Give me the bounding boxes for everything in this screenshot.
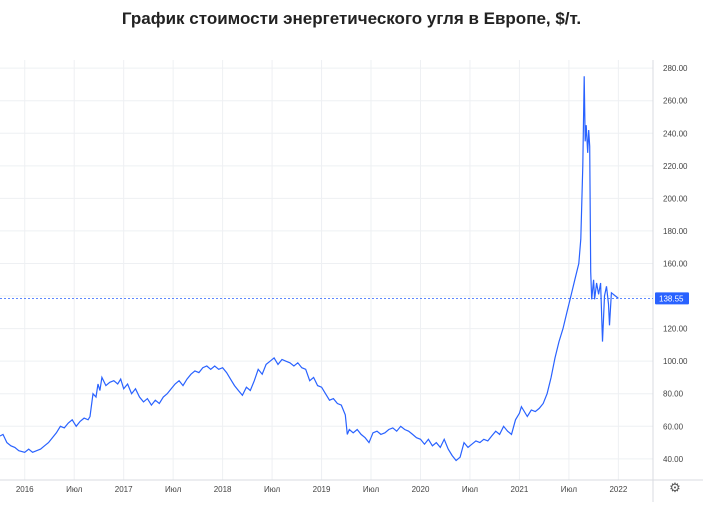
y-tick-label: 120.00 [663, 325, 688, 334]
x-tick-label: Июл [66, 485, 83, 494]
x-tick-label: Июл [561, 485, 578, 494]
y-tick-label: 280.00 [663, 64, 688, 73]
y-tick-label: 240.00 [663, 129, 688, 138]
y-tick-label: 160.00 [663, 259, 688, 268]
y-tick-label: 220.00 [663, 162, 688, 171]
y-tick-label: 100.00 [663, 357, 688, 366]
x-tick-label: 2017 [115, 485, 133, 494]
x-tick-label: 2022 [609, 485, 627, 494]
x-tick-label: Июл [264, 485, 281, 494]
y-tick-label: 60.00 [663, 422, 684, 431]
y-tick-label: 200.00 [663, 194, 688, 203]
x-tick-label: Июл [363, 485, 380, 494]
x-tick-label: 2020 [412, 485, 430, 494]
x-tick-label: Июл [165, 485, 182, 494]
y-axis: 40.0060.0080.00100.00120.00140.00160.001… [652, 60, 688, 502]
y-tick-label: 80.00 [663, 390, 684, 399]
last-price-tag-bg [655, 292, 689, 305]
x-tick-label: Июл [462, 485, 479, 494]
y-tick-label: 40.00 [663, 455, 684, 464]
last-price-tag: 138.55 [655, 292, 689, 305]
gear-icon[interactable]: ⚙ [669, 481, 681, 496]
x-tick-label: 2018 [214, 485, 232, 494]
series-line [0, 76, 619, 462]
y-tick-label: 260.00 [663, 97, 688, 106]
x-tick-label: 2021 [511, 485, 529, 494]
x-axis: 2016 Июл 2017 Июл 2018 Июл 2019 Июл 2020 Июл 2021 И… [0, 479, 703, 494]
x-tick-label: 2016 [16, 485, 34, 494]
last-price-label: 138.55 [659, 294, 684, 303]
x-tick-label: 2019 [313, 485, 331, 494]
chart-title: График стоимости энергетического угля в … [121, 9, 582, 28]
chart-grid [0, 60, 653, 480]
y-tick-label: 180.00 [663, 227, 688, 236]
